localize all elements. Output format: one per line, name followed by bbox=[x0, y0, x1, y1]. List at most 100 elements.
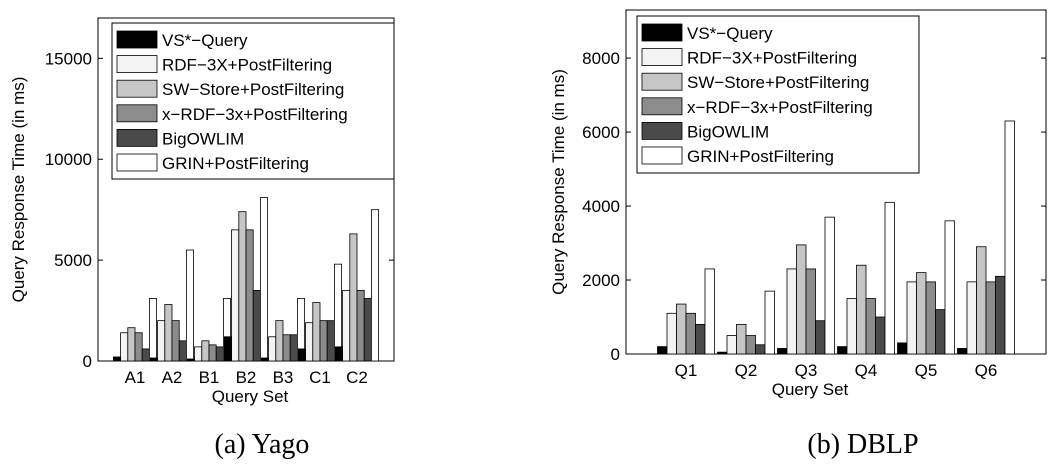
bar bbox=[966, 281, 977, 355]
x-tick-label: B3 bbox=[273, 368, 294, 387]
legend-swatch bbox=[641, 97, 683, 116]
y-tick-label: 8000 bbox=[582, 49, 620, 68]
legend-label: SW−Store+PostFiltering bbox=[162, 80, 344, 99]
chart-yago: 0 5000 10000 15000 A1 A2 B1 B2 B3 C1 C2 Query Set Qu… bbox=[9, 17, 395, 460]
bar bbox=[157, 320, 166, 362]
bar bbox=[695, 324, 706, 355]
bar bbox=[349, 233, 358, 362]
legend-swatch bbox=[116, 55, 158, 73]
bar bbox=[259, 197, 268, 362]
bar bbox=[305, 322, 314, 362]
plot-area bbox=[625, 9, 1047, 355]
bar bbox=[676, 303, 687, 355]
legend-swatch bbox=[116, 128, 158, 147]
legend-label: BigOWLIM bbox=[162, 129, 244, 148]
bar bbox=[319, 320, 328, 362]
x-tick-label: B2 bbox=[236, 368, 257, 387]
x-tick-label: A2 bbox=[162, 368, 183, 387]
bar bbox=[252, 289, 261, 362]
bar bbox=[201, 340, 210, 362]
bar bbox=[268, 336, 277, 362]
bar bbox=[148, 298, 157, 362]
x-tick-label: C2 bbox=[346, 368, 368, 387]
y-tick-label: 5000 bbox=[54, 251, 92, 270]
bar bbox=[726, 335, 737, 355]
bar bbox=[925, 281, 936, 355]
bar bbox=[935, 309, 946, 355]
bar bbox=[777, 348, 788, 355]
legend-swatch bbox=[641, 146, 683, 165]
legend-swatch bbox=[116, 104, 158, 123]
bar bbox=[208, 344, 217, 362]
bar bbox=[164, 304, 173, 362]
x-axis-label: Query Set bbox=[772, 380, 849, 399]
bar bbox=[194, 346, 203, 362]
chart-dblp: 0 2000 4000 6000 8000 Q1 Q2 Q3 Q4 Q5 Q6 Query Set Qu… bbox=[549, 9, 1047, 460]
y-tick-label: 15000 bbox=[45, 49, 92, 68]
legend-label: BigOWLIM bbox=[687, 122, 769, 141]
x-tick-label: C1 bbox=[309, 368, 331, 387]
bar bbox=[215, 346, 224, 362]
legend-label: x−RDF−3x+PostFiltering bbox=[687, 98, 873, 117]
bar bbox=[282, 334, 291, 362]
x-tick-label: Q6 bbox=[975, 361, 998, 380]
bar bbox=[657, 346, 668, 355]
bar bbox=[976, 246, 987, 355]
bar bbox=[815, 320, 826, 355]
y-tick-label: 6000 bbox=[582, 123, 620, 142]
bar bbox=[113, 356, 122, 362]
legend-label: VS*−Query bbox=[687, 24, 773, 43]
chart-caption: (a) Yago bbox=[215, 429, 310, 460]
bar bbox=[297, 348, 306, 362]
bar bbox=[238, 211, 247, 362]
legend-box bbox=[636, 15, 920, 174]
bar bbox=[704, 268, 715, 355]
bar bbox=[944, 220, 955, 355]
bar bbox=[796, 244, 807, 355]
bar bbox=[957, 348, 968, 355]
legend-swatch bbox=[116, 79, 158, 98]
legend-swatch bbox=[641, 48, 683, 66]
bar bbox=[260, 357, 269, 362]
y-axis-label: Query Response Time (in ms) bbox=[9, 77, 28, 303]
bar bbox=[786, 268, 797, 355]
bar bbox=[717, 351, 728, 355]
bar bbox=[356, 289, 365, 362]
legend: VS*−Query RDF−3X+PostFiltering SW−Store+Po… bbox=[636, 15, 920, 174]
bar bbox=[666, 312, 677, 355]
legend-label: VS*−Query bbox=[162, 31, 248, 50]
bar bbox=[897, 342, 908, 355]
bar bbox=[231, 229, 240, 362]
x-tick-label: Q2 bbox=[735, 361, 758, 380]
legend-label: x−RDF−3x+PostFiltering bbox=[162, 105, 348, 124]
bar bbox=[1004, 120, 1015, 355]
bar bbox=[985, 281, 996, 355]
bar bbox=[289, 334, 298, 362]
y-axis-label: Query Response Time (in ms) bbox=[549, 69, 568, 295]
legend-swatch bbox=[116, 153, 158, 172]
bar bbox=[995, 275, 1006, 355]
legend-swatch bbox=[641, 72, 683, 91]
x-axis-label: Query Set bbox=[212, 387, 289, 406]
x-tick-label: Q5 bbox=[915, 361, 938, 380]
bar bbox=[186, 358, 195, 362]
bar bbox=[185, 249, 194, 362]
bar bbox=[245, 229, 254, 362]
bar bbox=[755, 344, 766, 355]
legend: VS*−Query RDF−3X+PostFiltering SW−Store+Po… bbox=[111, 22, 395, 180]
bar bbox=[824, 216, 835, 355]
bar bbox=[685, 312, 696, 355]
bar bbox=[363, 298, 372, 362]
x-tick-label: B1 bbox=[199, 368, 220, 387]
bar bbox=[178, 340, 187, 362]
bar bbox=[223, 336, 232, 362]
bar bbox=[764, 290, 775, 355]
bar bbox=[334, 346, 343, 362]
legend-label: RDF−3X+PostFiltering bbox=[687, 49, 857, 68]
bar bbox=[134, 332, 143, 362]
bar bbox=[127, 327, 136, 362]
legend-swatch bbox=[641, 122, 683, 140]
bar bbox=[171, 320, 180, 362]
bar bbox=[326, 320, 335, 362]
bar bbox=[149, 357, 158, 362]
